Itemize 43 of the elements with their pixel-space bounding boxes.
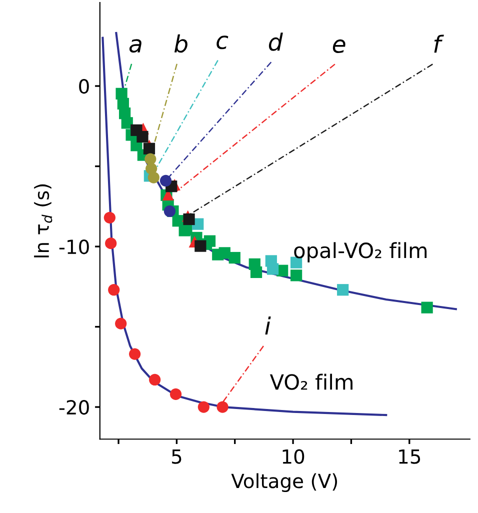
- point: [290, 270, 302, 282]
- point: [216, 401, 228, 413]
- point: [266, 263, 279, 275]
- annotation: f: [434, 34, 444, 53]
- point: [105, 238, 117, 250]
- point: [194, 240, 206, 252]
- annotation: a: [129, 39, 142, 53]
- point: [149, 374, 161, 386]
- y-tick-label: -10: [59, 239, 89, 254]
- point: [104, 212, 116, 224]
- annotation: opal-VO₂ film: [294, 242, 427, 262]
- annotation: c: [216, 36, 228, 50]
- point: [183, 213, 195, 226]
- point: [170, 388, 182, 400]
- point: [143, 142, 156, 154]
- y-tick-label: 0: [79, 78, 89, 94]
- point: [121, 117, 133, 129]
- point: [148, 172, 160, 184]
- point: [218, 247, 230, 259]
- point: [337, 284, 349, 296]
- point: [108, 284, 120, 296]
- annotation: e: [332, 39, 346, 53]
- x-tick-label: 5: [172, 449, 182, 464]
- point: [136, 130, 148, 143]
- x-axis-title: Voltage (V): [231, 473, 338, 492]
- annotation: VO₂ film: [270, 374, 352, 390]
- annotation: d: [268, 32, 283, 51]
- point: [160, 174, 172, 187]
- y-axis-title: ln τ$_{d}$ (s): [34, 184, 52, 258]
- point: [115, 318, 127, 330]
- point: [198, 401, 210, 413]
- y-tick-label: -20: [59, 400, 89, 415]
- line-series: [115, 32, 457, 310]
- annotation: i: [265, 316, 271, 334]
- point: [144, 153, 156, 165]
- point: [421, 302, 433, 314]
- point: [250, 266, 262, 278]
- x-tick-label: 10: [282, 449, 304, 464]
- point: [128, 348, 141, 360]
- point: [228, 252, 240, 264]
- point: [164, 205, 176, 218]
- x-tick-label: 15: [399, 449, 420, 464]
- annotation: b: [174, 34, 188, 53]
